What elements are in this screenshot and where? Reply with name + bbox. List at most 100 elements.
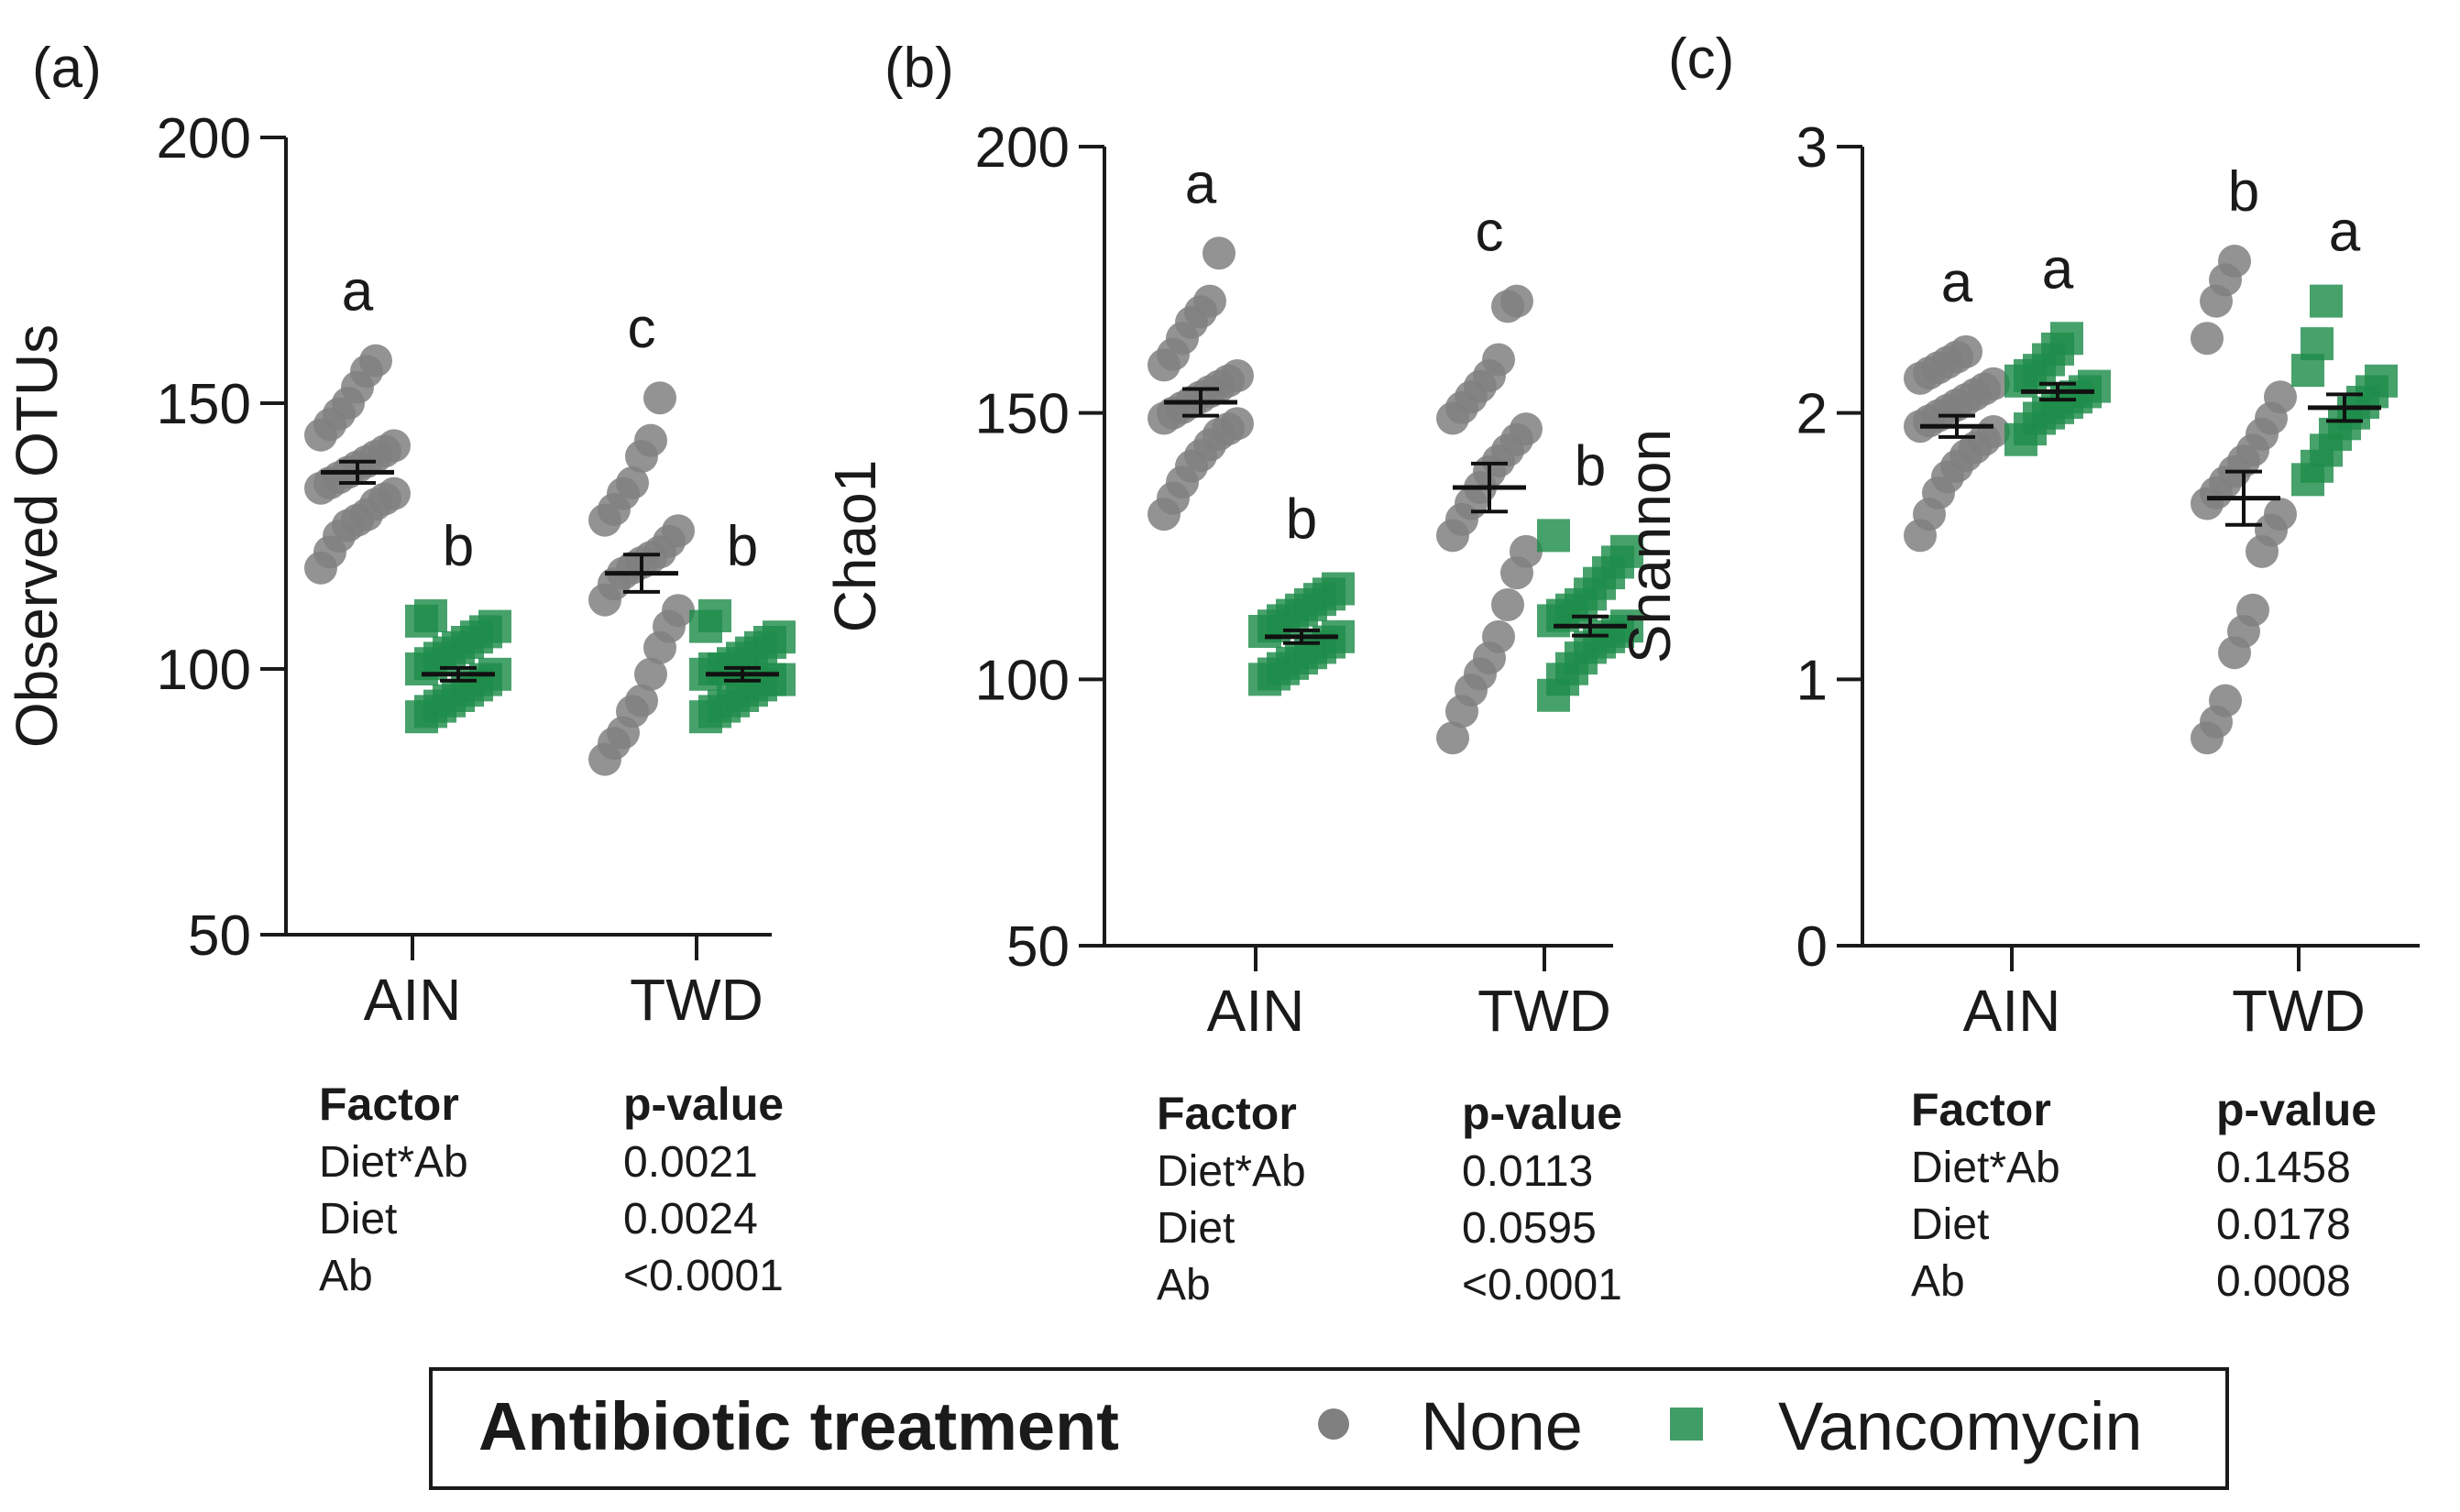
data-point (616, 466, 649, 499)
data-point (763, 620, 796, 654)
table-header: Factor (319, 1079, 459, 1130)
data-point (478, 609, 511, 643)
legend: Antibiotic treatment None Vancomycin (429, 1367, 2229, 1490)
data-point (2264, 498, 2297, 531)
table-cell: 0.0595 (1462, 1204, 1597, 1253)
data-point (1491, 587, 1524, 621)
data-point (1221, 358, 1254, 392)
x-tick-label: TWD (1477, 978, 1611, 1044)
table-cell: 0.0113 (1462, 1147, 1593, 1196)
mean-sem-bar (2207, 469, 2280, 527)
significance-letter: c (628, 297, 656, 360)
y-tick-label: 50 (1006, 915, 1070, 979)
data-point (625, 684, 658, 718)
data-point (698, 599, 731, 632)
data-point (2365, 364, 2398, 398)
table-cell: Ab (319, 1252, 373, 1300)
table-cell: <0.0001 (623, 1252, 784, 1300)
mean-sem-bar (321, 459, 394, 485)
y-tick-label: 200 (157, 107, 251, 170)
y-tick-label: 2 (1796, 383, 1828, 446)
y-axis-label: Chao1 (822, 460, 888, 633)
y-tick-label: 150 (975, 383, 1070, 446)
significance-letter: a (2042, 237, 2074, 301)
data-point (643, 381, 676, 415)
panel-label: (c) (1668, 27, 1734, 91)
y-tick-label: 0 (1796, 915, 1828, 979)
table-cell: Diet (319, 1195, 397, 1244)
legend-none-marker (1318, 1408, 1349, 1440)
none-points-ain (1904, 334, 2010, 553)
mean-sem-bar (1920, 413, 1993, 439)
panel-a: (a) 50 100 150 200 Observed OTUs AIN TWD a c b b Fac… (4, 37, 796, 1300)
table-header: Factor (1911, 1084, 2051, 1135)
data-point (378, 429, 411, 463)
vancomycin-points-twd (689, 599, 796, 734)
data-point (1510, 412, 1543, 446)
data-point (662, 594, 695, 628)
legend-vancomycin-label: Vancomycin (1778, 1388, 2143, 1464)
data-point (2301, 327, 2334, 361)
vancomycin-points-ain (1248, 572, 1355, 696)
table-cell: Diet*Ab (1157, 1147, 1306, 1196)
data-point (1203, 236, 1235, 270)
data-point (378, 477, 411, 510)
mean-sem-bar (1265, 628, 1338, 645)
panel-c: (c) 0 1 2 3 Shannon AIN TWD a b a a Factor p-value Die… (1617, 27, 2420, 1306)
data-point (2209, 684, 2242, 718)
data-point (662, 514, 695, 548)
data-point (2236, 593, 2269, 627)
x-tick-label: TWD (2232, 978, 2366, 1044)
panel-label: (a) (32, 37, 102, 100)
significance-letter: a (1941, 251, 1973, 314)
data-point (1977, 415, 2010, 449)
data-point (2218, 244, 2251, 278)
none-points-ain (304, 344, 411, 585)
data-point (1322, 572, 1355, 606)
panel-label: (b) (884, 37, 954, 100)
significance-letter: b (727, 515, 758, 578)
table-cell: Diet (1157, 1204, 1235, 1253)
vancomycin-points-twd (2291, 284, 2398, 497)
panel-b: (b) 50 100 150 200 Chao1 AIN TWD a c b b Factor p-val… (822, 37, 1643, 1309)
stats-table: Factor p-value Diet*Ab 0.0021 Diet 0.0024 Ab <0… (319, 1079, 784, 1300)
data-point (1482, 343, 1515, 377)
data-point (359, 344, 392, 378)
stats-table: Factor p-value Diet*Ab 0.1458 Diet 0.0178 Ab 0.… (1911, 1084, 2377, 1306)
table-cell: 0.0008 (2216, 1257, 2351, 1306)
table-cell: <0.0001 (1462, 1261, 1622, 1309)
table-cell: Diet (1911, 1200, 1989, 1249)
legend-none-label: None (1421, 1388, 1583, 1464)
mean-sem-bar (1453, 461, 1526, 514)
table-header: p-value (623, 1079, 784, 1130)
x-tick-label: AIN (364, 967, 462, 1033)
none-points-twd (1436, 284, 1543, 755)
table-cell: Ab (1911, 1257, 1965, 1306)
data-point (414, 599, 447, 632)
y-tick-label: 50 (188, 904, 251, 968)
none-points-ain (1148, 236, 1254, 531)
table-cell: 0.0024 (623, 1195, 758, 1244)
mean-sem-bar (422, 665, 495, 683)
y-tick-label: 3 (1796, 116, 1828, 180)
data-point (1193, 284, 1226, 318)
data-point (2191, 322, 2224, 356)
data-point (2050, 322, 2083, 356)
significance-letter: b (2228, 160, 2259, 224)
y-tick-label: 200 (975, 116, 1070, 180)
mean-sem-bar (1554, 614, 1627, 638)
table-cell: Ab (1157, 1261, 1211, 1309)
legend-box (429, 1367, 2229, 1490)
x-tick-label: AIN (1963, 978, 2061, 1044)
significance-letter: a (2329, 201, 2361, 264)
data-point (1610, 534, 1643, 568)
significance-letter: a (1185, 152, 1217, 215)
table-cell: 0.0021 (623, 1138, 758, 1187)
y-tick-label: 150 (157, 373, 251, 436)
significance-letter: c (1476, 201, 1504, 264)
data-point (1949, 334, 1982, 368)
stats-table: Factor p-value Diet*Ab 0.0113 Diet 0.0595 Ab <0… (1157, 1088, 1622, 1309)
table-cell: Diet*Ab (1911, 1144, 2060, 1192)
